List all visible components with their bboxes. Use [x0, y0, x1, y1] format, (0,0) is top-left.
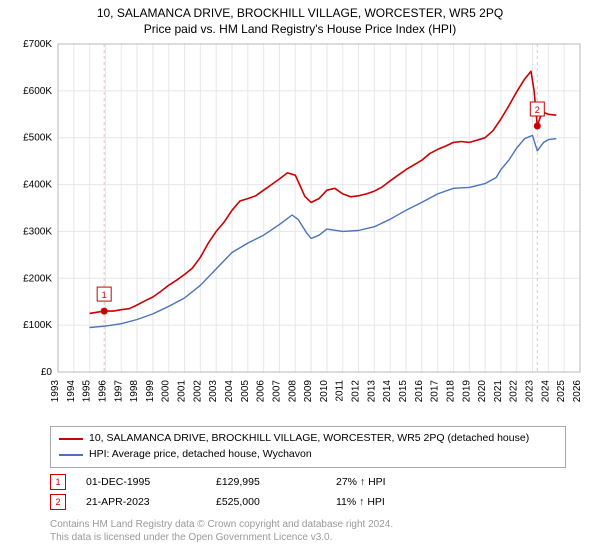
svg-text:2015: 2015 [398, 380, 409, 403]
svg-text:2026: 2026 [572, 380, 583, 403]
legend-label-series1: 10, SALAMANCA DRIVE, BROCKHILL VILLAGE, … [89, 431, 529, 447]
marker-diff: 11% ↑ HPI [336, 496, 436, 508]
marker-row: 1 01-DEC-1995 £129,995 27% ↑ HPI [50, 474, 566, 490]
marker-table: 1 01-DEC-1995 £129,995 27% ↑ HPI 2 21-AP… [50, 474, 566, 510]
marker-diff: 27% ↑ HPI [336, 476, 436, 488]
svg-text:1995: 1995 [82, 380, 93, 403]
svg-text:2025: 2025 [556, 380, 567, 403]
svg-text:2011: 2011 [335, 380, 346, 402]
svg-text:2024: 2024 [540, 380, 551, 403]
svg-text:1993: 1993 [50, 380, 61, 403]
svg-text:£200K: £200K [23, 273, 52, 284]
svg-text:2001: 2001 [177, 380, 188, 403]
svg-text:2012: 2012 [351, 380, 362, 403]
svg-text:2018: 2018 [445, 380, 456, 403]
svg-text:2009: 2009 [303, 380, 314, 403]
svg-text:2021: 2021 [493, 380, 504, 403]
svg-text:2020: 2020 [477, 380, 488, 403]
page-title: 10, SALAMANCA DRIVE, BROCKHILL VILLAGE, … [10, 6, 590, 20]
svg-text:2008: 2008 [287, 380, 298, 403]
marker-date: 21-APR-2023 [86, 496, 196, 508]
svg-text:£500K: £500K [23, 133, 52, 144]
svg-text:2006: 2006 [256, 380, 267, 403]
svg-text:2000: 2000 [161, 380, 172, 403]
svg-text:£400K: £400K [23, 180, 52, 191]
legend-swatch-series2 [59, 454, 83, 456]
svg-text:2014: 2014 [382, 380, 393, 403]
legend-swatch-series1 [59, 438, 83, 440]
svg-text:2023: 2023 [525, 380, 536, 403]
svg-text:2016: 2016 [414, 380, 425, 403]
legend-item-series1: 10, SALAMANCA DRIVE, BROCKHILL VILLAGE, … [59, 431, 557, 447]
svg-text:£0: £0 [41, 367, 53, 378]
marker-price: £129,995 [216, 476, 316, 488]
marker-row: 2 21-APR-2023 £525,000 11% ↑ HPI [50, 494, 566, 510]
page-subtitle: Price paid vs. HM Land Registry's House … [10, 22, 590, 36]
svg-text:2002: 2002 [192, 380, 203, 403]
license-line1: Contains HM Land Registry data © Crown c… [50, 518, 566, 532]
svg-text:2007: 2007 [271, 380, 282, 403]
svg-text:2017: 2017 [430, 380, 441, 403]
marker-badge-2: 2 [50, 494, 66, 510]
svg-text:2010: 2010 [319, 380, 330, 403]
marker-date: 01-DEC-1995 [86, 476, 196, 488]
legend-label-series2: HPI: Average price, detached house, Wych… [89, 447, 312, 463]
svg-text:1999: 1999 [145, 380, 156, 403]
svg-text:1994: 1994 [66, 380, 77, 403]
svg-text:2005: 2005 [240, 380, 251, 403]
svg-text:1997: 1997 [113, 380, 124, 403]
legend-item-series2: HPI: Average price, detached house, Wych… [59, 447, 557, 463]
svg-text:2022: 2022 [509, 380, 520, 403]
svg-text:2004: 2004 [224, 380, 235, 403]
marker-badge-1: 1 [50, 474, 66, 490]
svg-text:2: 2 [535, 105, 540, 115]
legend: 10, SALAMANCA DRIVE, BROCKHILL VILLAGE, … [50, 426, 566, 468]
svg-text:2003: 2003 [208, 380, 219, 403]
marker-price: £525,000 [216, 496, 316, 508]
svg-text:1998: 1998 [129, 380, 140, 403]
svg-text:£100K: £100K [23, 320, 52, 331]
license-line2: This data is licensed under the Open Gov… [50, 531, 566, 545]
chart-area: £0 £100K £200K £300K £400K £500K £600K £700K 199… [10, 40, 590, 420]
svg-text:£700K: £700K [23, 40, 52, 50]
svg-text:2019: 2019 [461, 380, 472, 403]
svg-text:2013: 2013 [366, 380, 377, 403]
line-chart: £0 £100K £200K £300K £400K £500K £600K £700K 199… [10, 40, 590, 420]
svg-text:1: 1 [102, 290, 107, 300]
svg-text:£600K: £600K [23, 86, 52, 97]
svg-text:1996: 1996 [97, 380, 108, 403]
license-text: Contains HM Land Registry data © Crown c… [50, 518, 566, 545]
svg-text:£300K: £300K [23, 226, 52, 237]
